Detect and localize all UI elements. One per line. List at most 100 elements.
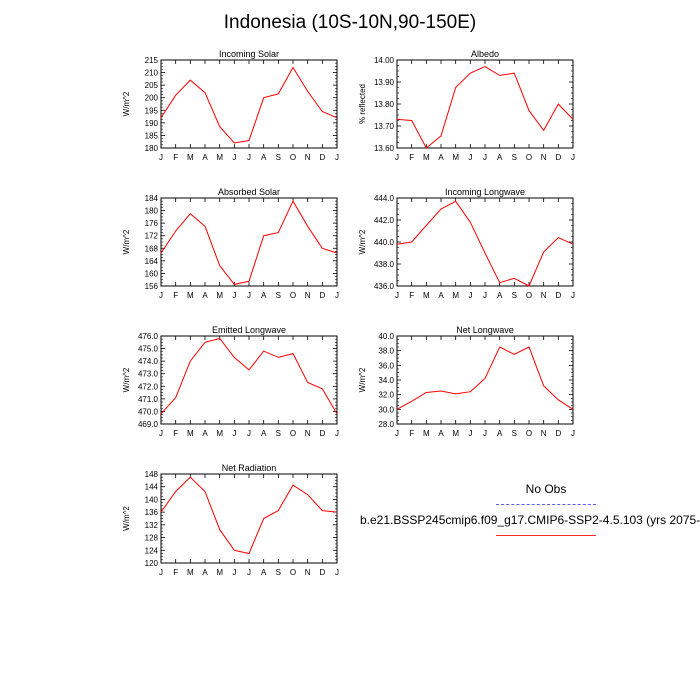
- y-tick-label: 436.0: [374, 282, 395, 291]
- series-line: [396, 346, 574, 410]
- legend-model-label: b.e21.BSSP245cmip6.f09_g17.CMIP6-SSP2-4.…: [360, 513, 700, 527]
- y-tick-label: 13.70: [374, 122, 395, 131]
- x-tick-label: D: [555, 153, 561, 162]
- y-tick-label: 442.0: [374, 216, 395, 225]
- x-tick-label: N: [305, 153, 311, 162]
- y-tick-label: 444.0: [374, 194, 395, 203]
- x-tick-label: N: [305, 568, 311, 577]
- x-tick-label: M: [216, 153, 223, 162]
- x-tick-label: F: [173, 153, 178, 162]
- x-tick-label: F: [173, 429, 178, 438]
- y-tick-label: 470.0: [138, 407, 159, 416]
- x-tick-label: J: [232, 429, 236, 438]
- x-tick-label: O: [526, 429, 532, 438]
- x-tick-label: A: [202, 291, 208, 300]
- y-tick-label: 475.0: [138, 345, 159, 354]
- x-tick-label: A: [497, 153, 503, 162]
- y-axis-label: W/m^2: [122, 506, 131, 531]
- x-tick-label: M: [187, 568, 194, 577]
- x-tick-label: S: [276, 153, 281, 162]
- x-tick-label: M: [216, 429, 223, 438]
- y-tick-label: 164: [145, 257, 159, 266]
- series-line: [160, 66, 338, 144]
- y-tick-label: 200: [145, 94, 159, 103]
- y-tick-label: 185: [145, 131, 159, 140]
- y-tick-label: 120: [145, 559, 159, 568]
- x-tick-label: M: [216, 291, 223, 300]
- plot-frame: [396, 197, 574, 287]
- x-tick-label: M: [423, 429, 430, 438]
- x-tick-label: M: [187, 291, 194, 300]
- legend-model-line: [496, 535, 596, 536]
- y-tick-label: 180: [145, 207, 159, 216]
- y-tick-label: 144: [145, 483, 159, 492]
- y-tick-label: 124: [145, 546, 159, 555]
- x-tick-label: J: [335, 429, 339, 438]
- x-tick-label: M: [423, 153, 430, 162]
- x-tick-label: J: [232, 291, 236, 300]
- x-tick-label: J: [159, 429, 163, 438]
- plot-frame: [396, 59, 574, 149]
- y-tick-label: 168: [145, 244, 159, 253]
- x-tick-label: J: [159, 153, 163, 162]
- y-tick-label: 40.0: [378, 332, 394, 341]
- x-tick-label: J: [571, 291, 575, 300]
- x-tick-label: D: [319, 568, 325, 577]
- x-tick-label: J: [335, 153, 339, 162]
- x-tick-label: J: [335, 568, 339, 577]
- y-tick-label: 190: [145, 119, 159, 128]
- x-tick-label: J: [468, 291, 472, 300]
- x-tick-label: F: [409, 153, 414, 162]
- y-tick-label: 180: [145, 144, 159, 153]
- x-tick-label: J: [571, 429, 575, 438]
- x-tick-label: J: [247, 153, 251, 162]
- x-tick-label: M: [452, 291, 459, 300]
- x-tick-label: J: [483, 429, 487, 438]
- y-tick-label: 14.00: [374, 56, 395, 65]
- panel-title: Incoming Longwave: [445, 187, 525, 197]
- x-tick-label: O: [290, 429, 296, 438]
- x-tick-label: M: [187, 153, 194, 162]
- page-title: Indonesia (10S-10N,90-150E): [223, 12, 477, 33]
- x-tick-label: F: [409, 291, 414, 300]
- x-tick-label: D: [319, 153, 325, 162]
- plot-frame: [160, 197, 338, 287]
- x-tick-label: A: [261, 568, 267, 577]
- y-tick-label: 128: [145, 534, 159, 543]
- x-tick-label: F: [409, 429, 414, 438]
- y-tick-label: 440.0: [374, 238, 395, 247]
- x-tick-label: J: [468, 153, 472, 162]
- x-tick-label: J: [395, 291, 399, 300]
- y-tick-label: 476.0: [138, 332, 159, 341]
- x-tick-label: J: [571, 153, 575, 162]
- y-axis-label: % reflected: [358, 84, 367, 124]
- x-tick-label: N: [305, 291, 311, 300]
- series-line: [160, 200, 338, 285]
- x-tick-label: J: [483, 291, 487, 300]
- x-tick-label: N: [541, 429, 547, 438]
- panel-title: Incoming Solar: [219, 49, 279, 59]
- x-tick-label: J: [232, 153, 236, 162]
- x-tick-label: N: [305, 429, 311, 438]
- x-tick-label: M: [423, 291, 430, 300]
- x-tick-label: A: [497, 429, 503, 438]
- y-tick-label: 473.0: [138, 370, 159, 379]
- x-tick-label: J: [247, 429, 251, 438]
- y-tick-label: 156: [145, 282, 159, 291]
- x-tick-label: M: [216, 568, 223, 577]
- y-tick-label: 469.0: [138, 420, 159, 429]
- y-tick-label: 140: [145, 495, 159, 504]
- series-line: [160, 476, 338, 555]
- x-tick-label: A: [438, 429, 444, 438]
- y-tick-label: 210: [145, 69, 159, 78]
- series-line: [396, 66, 574, 149]
- legend-obs-line: [496, 504, 596, 505]
- y-axis-label: W/m^2: [122, 91, 131, 116]
- x-tick-label: J: [159, 568, 163, 577]
- x-tick-label: A: [497, 291, 503, 300]
